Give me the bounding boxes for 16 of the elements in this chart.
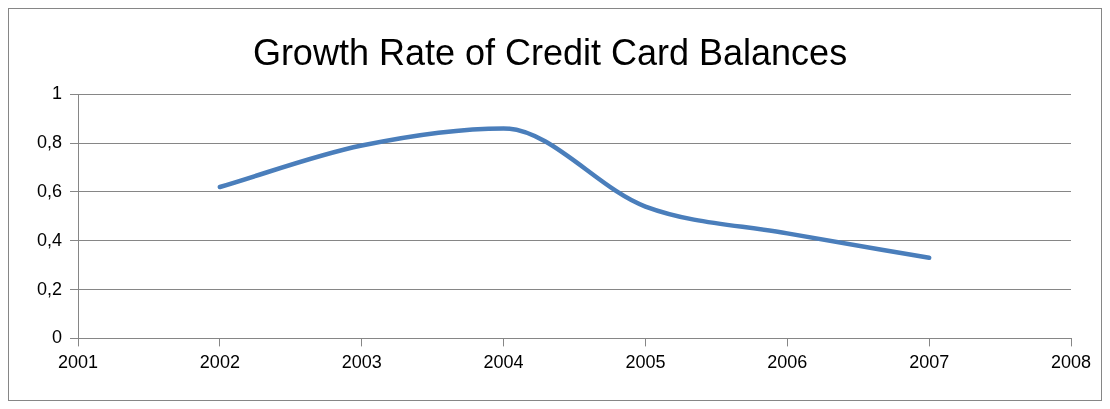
x-tick-label: 2006	[767, 352, 808, 373]
y-tick-label: 0,4	[36, 229, 63, 250]
y-tick-label: 0,2	[36, 278, 63, 299]
x-tick-label: 2007	[909, 352, 950, 373]
chart-title: Growth Rate of Credit Card Balances	[252, 31, 848, 73]
x-tick-label: 2008	[1050, 352, 1092, 373]
x-tick-label: 2002	[199, 352, 240, 373]
line-series	[217, 126, 932, 261]
y-tick-label: 0	[52, 327, 63, 348]
x-tick-label: 2005	[625, 352, 666, 373]
x-tick-label: 2003	[341, 352, 382, 373]
y-tick-label: 1	[52, 83, 63, 104]
y-tick-label: 0,8	[36, 132, 63, 153]
y-tick-label: 0,6	[36, 180, 63, 201]
x-tick-label: 2001	[58, 352, 99, 373]
x-tick-label: 2004	[483, 352, 524, 373]
